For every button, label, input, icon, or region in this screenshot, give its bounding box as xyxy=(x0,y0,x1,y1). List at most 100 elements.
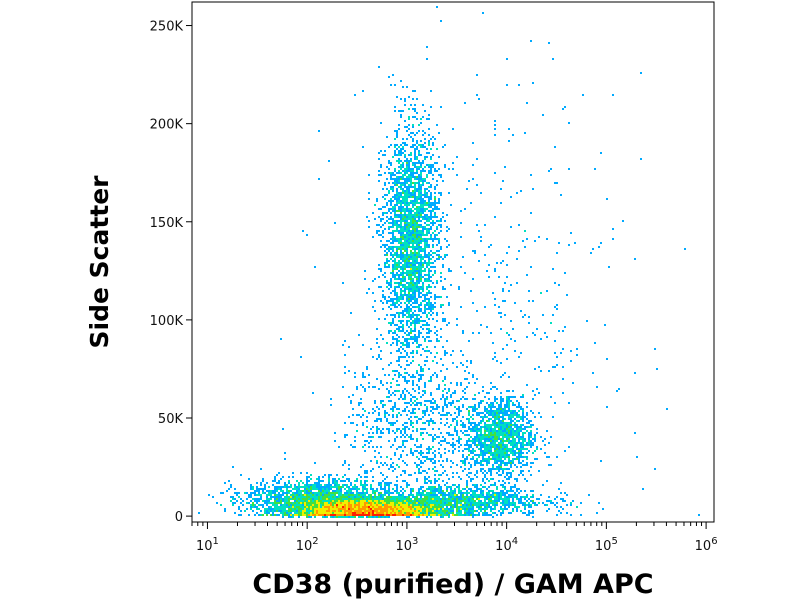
event-point xyxy=(374,516,376,518)
event-point xyxy=(406,264,408,266)
event-point xyxy=(408,278,410,280)
event-point xyxy=(442,318,444,320)
event-point xyxy=(494,468,496,470)
event-point xyxy=(432,304,434,306)
event-point xyxy=(444,484,446,486)
event-point xyxy=(392,414,394,416)
event-point xyxy=(340,502,342,504)
event-point xyxy=(476,484,478,486)
event-point xyxy=(514,440,516,442)
event-point xyxy=(434,488,436,490)
event-point xyxy=(334,480,336,482)
event-point xyxy=(402,166,404,168)
event-point xyxy=(460,506,462,508)
event-point xyxy=(412,298,414,300)
event-point xyxy=(256,486,258,488)
event-point xyxy=(300,492,302,494)
event-point xyxy=(406,334,408,336)
event-point xyxy=(410,284,412,286)
event-point xyxy=(322,508,324,510)
event-point xyxy=(398,514,400,516)
event-point xyxy=(398,260,400,262)
event-point xyxy=(428,260,430,262)
event-point xyxy=(488,502,490,504)
event-point xyxy=(406,224,408,226)
event-point xyxy=(496,468,498,470)
event-point xyxy=(404,216,406,218)
event-point xyxy=(414,200,416,202)
event-point xyxy=(520,418,522,420)
event-point xyxy=(396,148,398,150)
event-point xyxy=(342,508,344,510)
event-point xyxy=(404,256,406,258)
event-point xyxy=(396,338,398,340)
event-point xyxy=(414,182,416,184)
event-point xyxy=(298,496,300,498)
event-point xyxy=(406,454,408,456)
event-point xyxy=(376,358,378,360)
event-point xyxy=(414,246,416,248)
event-point xyxy=(510,426,512,428)
event-point xyxy=(504,440,506,442)
event-point xyxy=(410,300,412,302)
event-point xyxy=(500,406,502,408)
event-point xyxy=(284,506,286,508)
event-point xyxy=(416,372,418,374)
event-point xyxy=(428,452,430,454)
event-point xyxy=(374,494,376,496)
event-point xyxy=(458,500,460,502)
event-point xyxy=(412,90,414,92)
event-point xyxy=(384,506,386,508)
event-point xyxy=(428,270,430,272)
event-point xyxy=(472,490,474,492)
event-point xyxy=(418,154,420,156)
event-point xyxy=(362,500,364,502)
event-point xyxy=(468,440,470,442)
event-point xyxy=(348,486,350,488)
event-point xyxy=(398,278,400,280)
event-point xyxy=(416,214,418,216)
event-point xyxy=(390,246,392,248)
event-point xyxy=(458,496,460,498)
event-point xyxy=(458,484,460,486)
event-point xyxy=(340,488,342,490)
event-point xyxy=(502,450,504,452)
event-point xyxy=(402,236,404,238)
event-point xyxy=(318,506,320,508)
event-point xyxy=(434,186,436,188)
event-point xyxy=(398,254,400,256)
event-point xyxy=(466,502,468,504)
event-point xyxy=(404,290,406,292)
event-point xyxy=(420,268,422,270)
event-point xyxy=(282,492,284,494)
event-point xyxy=(380,150,382,152)
event-point xyxy=(402,110,404,112)
event-point xyxy=(410,230,412,232)
event-point xyxy=(502,500,504,502)
event-point xyxy=(404,356,406,358)
event-point xyxy=(410,502,412,504)
event-point xyxy=(428,144,430,146)
event-point xyxy=(412,292,414,294)
event-point xyxy=(428,422,430,424)
event-point xyxy=(490,450,492,452)
event-point xyxy=(302,508,304,510)
event-point xyxy=(400,148,402,150)
event-point xyxy=(408,296,410,298)
event-point xyxy=(284,510,286,512)
event-point xyxy=(254,494,256,496)
event-point xyxy=(580,514,582,516)
event-point xyxy=(264,508,266,510)
event-point xyxy=(400,228,402,230)
event-point xyxy=(412,170,414,172)
event-point xyxy=(498,494,500,496)
event-point xyxy=(308,484,310,486)
event-point xyxy=(336,486,338,488)
event-point xyxy=(506,478,508,480)
event-point xyxy=(504,436,506,438)
event-point xyxy=(402,266,404,268)
event-point xyxy=(522,418,524,420)
event-point xyxy=(346,486,348,488)
event-point xyxy=(390,172,392,174)
event-point xyxy=(512,396,514,398)
